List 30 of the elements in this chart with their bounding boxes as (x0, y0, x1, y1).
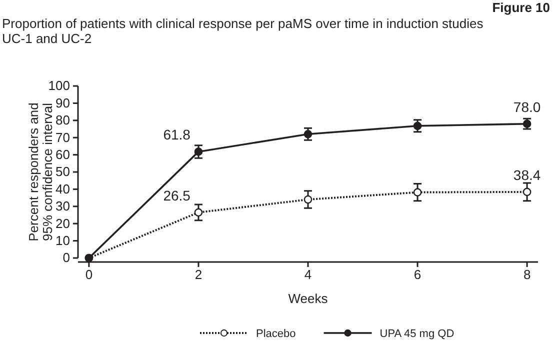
x-tick-label: 8 (523, 267, 531, 282)
point (413, 188, 422, 196)
legend-label: Placebo (256, 328, 296, 340)
y-tick-label: 40 (56, 181, 70, 196)
y-tick-label: 90 (56, 95, 70, 110)
data-label: 61.8 (163, 126, 191, 143)
y-tick-label: 80 (56, 112, 70, 128)
y-tick-label: 50 (56, 164, 70, 180)
x-axis-title: Weeks (288, 291, 328, 306)
point (522, 188, 532, 196)
legend-label: UPA 45 mg QD (380, 328, 454, 340)
data-label: 38.4 (513, 166, 541, 183)
y-axis-title: Percent responders and 95% confidence interval (26, 102, 55, 242)
chart-title: Proportion of patients with clinical response per paMS over time in induction studies UC-1 and UC-2 (2, 16, 484, 46)
y-tick-label: 20 (56, 216, 70, 231)
data-label: 26.5 (163, 187, 191, 204)
y-tick-label: 70 (56, 130, 70, 145)
caption: Figure 10 (492, 0, 550, 15)
x-tick-label: 4 (304, 267, 312, 282)
x-tick-label: 0 (85, 267, 93, 282)
y-tick-label: 0 (62, 250, 70, 266)
point (194, 208, 203, 217)
y-tick-label: 10 (56, 232, 70, 248)
point (304, 195, 312, 204)
data-label: 78.0 (513, 98, 541, 115)
y-tick-label: 60 (56, 146, 70, 162)
x-tick-label: 2 (194, 267, 202, 282)
x-tick-label: 6 (414, 267, 422, 282)
y-tick-label: 100 (48, 78, 70, 94)
y-tick-label: 30 (56, 198, 70, 214)
